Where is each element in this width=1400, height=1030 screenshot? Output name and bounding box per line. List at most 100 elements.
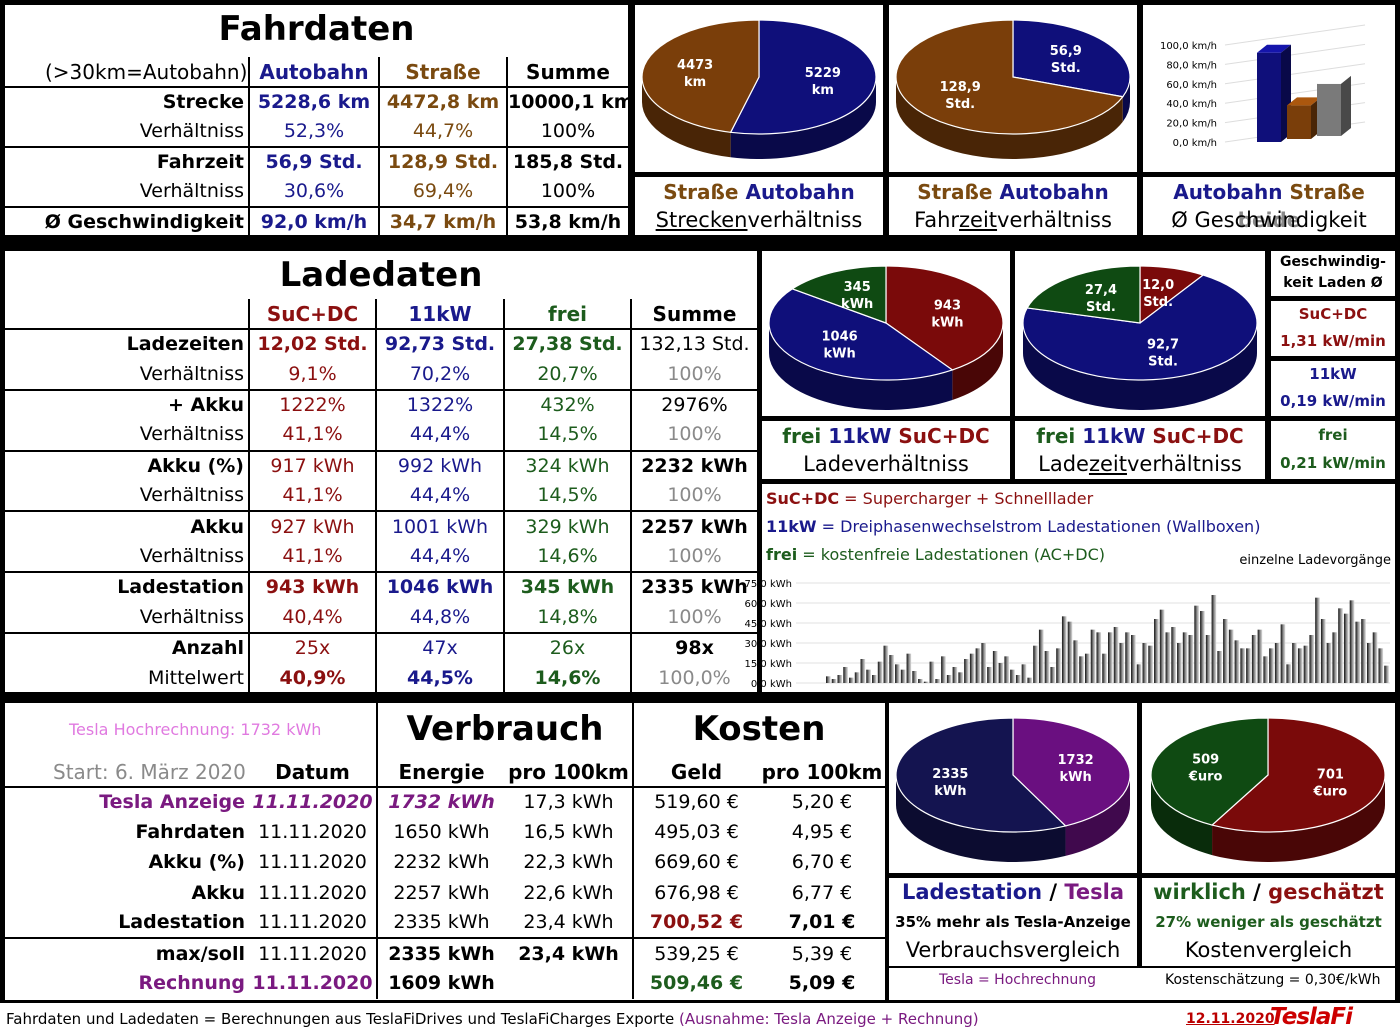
bar: [1320, 619, 1326, 683]
bar: [1361, 619, 1366, 683]
autobahn-note: (>30km=Autobahn): [45, 59, 248, 84]
row-label: Ladezeiten: [5, 327, 249, 360]
cell: 6,77 €: [791, 881, 853, 904]
bar: [946, 675, 952, 683]
bar: [1165, 632, 1171, 683]
cell: [505, 969, 633, 999]
cell: 47x: [375, 631, 504, 664]
bar-top: [1287, 97, 1321, 106]
pie-label: 1732: [1058, 753, 1094, 768]
cell: 11.11.2020: [258, 820, 367, 843]
pie-slice: [729, 19, 877, 135]
pie-label: 4473: [677, 58, 713, 73]
legend-text: = Dreiphasenwechselstrom Ladestationen (…: [816, 517, 1261, 536]
strecken-pie-box: 5229 km 4473 km: [635, 5, 883, 172]
pie-slice: [1150, 717, 1269, 826]
cell: 2335 kWh: [376, 908, 505, 939]
bar: [895, 664, 900, 683]
bar: [1246, 648, 1251, 683]
cell: 5,39 €: [759, 937, 885, 969]
ladezeit-pie-box: 12,0 Std. 92,7 Std. 27,4 Std.: [1015, 251, 1265, 416]
bar: [923, 681, 929, 683]
pie-label: 345: [844, 280, 871, 295]
bar: [1015, 675, 1021, 683]
bar: [1159, 609, 1165, 683]
pie-slice: [1210, 717, 1386, 833]
pie-slice-side: [730, 77, 876, 159]
pie-label: kWh: [934, 784, 966, 799]
bar: [1113, 627, 1119, 683]
pie-label: 12,0: [1142, 278, 1174, 293]
verbrauchsvergleich-pie-chart: 1732 kWh 2335 kWh: [895, 717, 1131, 862]
bar: [1269, 648, 1274, 683]
row-label: Verhältniss: [139, 605, 244, 628]
bar: [906, 653, 912, 683]
cell: 56,9 Std.: [248, 146, 379, 177]
cell: 2335 kWh: [376, 937, 505, 969]
pie-slice: [1012, 717, 1131, 827]
bar: [1067, 621, 1073, 683]
cell: 14,5%: [503, 420, 631, 451]
legend-autobahn: Autobahn: [1173, 180, 1283, 204]
y-tick-label: 15,0 kWh: [745, 659, 792, 670]
cell: 943 kWh: [248, 571, 376, 603]
cell: 1001 kWh: [375, 510, 504, 542]
cell: 185,8 Std.: [506, 146, 628, 177]
bar: [1240, 648, 1245, 683]
cell: 30,6%: [248, 177, 379, 207]
y-tick-label: 60,0 km/h: [1166, 80, 1217, 91]
speed-laden-title: Geschwindig-keit Laden Ø: [1271, 251, 1395, 296]
bar: [1317, 83, 1341, 136]
bar: [998, 663, 1004, 683]
cell: 92,0 km/h: [248, 206, 379, 237]
bar: [1073, 640, 1079, 683]
row-label: max/soll: [5, 937, 249, 969]
cell: 539,25 €: [632, 937, 759, 969]
caption-part: zeit: [1088, 452, 1127, 476]
lade-caption-title: Ladeverhältniss: [803, 452, 969, 476]
bar: [1309, 635, 1315, 683]
pie-label: 128,9: [940, 80, 981, 95]
cell: 70,2%: [375, 359, 504, 390]
cell: 2976%: [630, 388, 757, 421]
cell: 14,8%: [503, 602, 631, 633]
legend-key: 11kW: [766, 517, 817, 536]
y-tick-label: 60,0 kWh: [745, 599, 792, 610]
pie-label: Std.: [1086, 300, 1116, 315]
cell: 11.11.2020: [252, 972, 373, 995]
bar: [1257, 52, 1281, 143]
speed-suc: SuC+DC 1,31 kW/min: [1271, 301, 1395, 356]
pie-slice-side: [896, 77, 1123, 159]
cell: 6,70 €: [791, 851, 853, 874]
cell: 2335 kWh: [630, 571, 757, 603]
vergleich-title: Verbrauchsvergleich: [905, 938, 1121, 962]
verbrauchsvergleich-caption: Ladestation / Tesla 35% mehr als Tesla-A…: [889, 878, 1137, 966]
legend-11kw: 11kW: [828, 424, 892, 448]
bar: [889, 655, 894, 683]
pie-slice: [895, 717, 1067, 833]
gridline: [1224, 24, 1366, 46]
row-label: Verhältniss: [139, 423, 244, 446]
bar: [854, 672, 860, 683]
row-label: Akku (%): [5, 449, 249, 481]
cell: 4472,8 km: [378, 86, 507, 117]
pie-slice: [768, 288, 954, 381]
pie-slice: [641, 19, 760, 133]
bar: [1263, 656, 1268, 683]
cell: 917 kWh: [248, 449, 376, 481]
row-label: Ø Geschwindigkeit: [5, 206, 249, 237]
bar: [1021, 664, 1027, 683]
pie-slice-side: [1212, 775, 1385, 862]
speed-name: frei: [1318, 426, 1348, 444]
cell: 12,02 Std.: [248, 327, 376, 360]
bar: [837, 675, 843, 683]
cell: 2232 kWh: [376, 847, 505, 878]
bar: [992, 651, 998, 683]
pie-label: 943: [934, 299, 961, 314]
footer: Fahrdaten und Ladedaten = Berechnungen a…: [0, 1003, 1400, 1030]
bar: [1338, 608, 1343, 683]
row-label: Akku (%): [148, 851, 245, 874]
cell: 324 kWh: [503, 449, 631, 481]
cell: 100%: [630, 420, 757, 451]
legend-line: frei = kostenfreie Ladestationen (AC+DC): [766, 545, 1105, 564]
